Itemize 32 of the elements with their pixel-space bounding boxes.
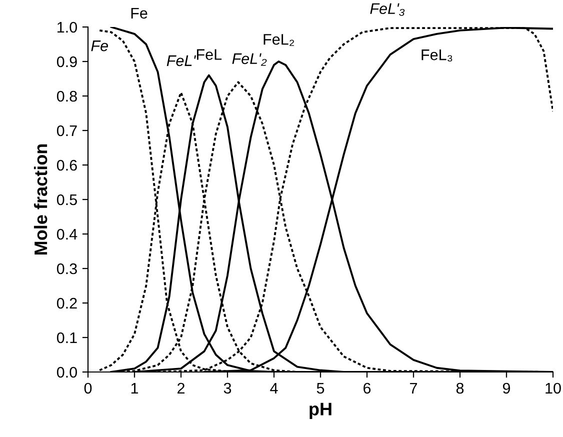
y-tick-label: 0.5 <box>56 194 77 206</box>
y-tick-label: 0.1 <box>56 332 77 344</box>
x-tick-label: 3 <box>224 382 232 394</box>
annotation: FeL₂ <box>264 34 294 46</box>
x-axis-title: pH <box>310 402 332 420</box>
y-tick-label: 0.8 <box>56 90 77 102</box>
x-tick-label: 5 <box>316 382 324 394</box>
annotation: FeL'₂ <box>232 53 267 66</box>
y-tick-label: 0.2 <box>56 298 77 309</box>
annotation: FeL'₃ <box>370 3 405 16</box>
y-tick-label: 0.9 <box>56 56 77 68</box>
y-tick-label: 0.7 <box>56 125 77 136</box>
annotation: Fe <box>131 8 148 19</box>
x-tick-label: 10 <box>546 382 561 394</box>
y-tick-label: 0.0 <box>56 366 77 378</box>
annotation: FeL' <box>166 55 196 66</box>
x-tick-label: 4 <box>270 382 278 394</box>
x-tick-label: 7 <box>410 382 417 394</box>
x-tick-label: 9 <box>502 382 510 394</box>
y-tick-label: 0.4 <box>56 228 78 240</box>
y-tick-label: 0.3 <box>56 263 77 274</box>
x-tick-label: 6 <box>364 382 371 394</box>
x-tick-label: 8 <box>456 382 464 394</box>
y-tick-label: 0.6 <box>56 160 77 171</box>
x-tick-label: 2 <box>178 382 184 394</box>
annotation: FeL <box>196 49 222 60</box>
y-tick-label: 1.0 <box>58 22 77 33</box>
x-tick-label: 0 <box>84 382 92 394</box>
y-axis-title: Mole fraction <box>34 144 48 254</box>
x-tick-label: 1 <box>131 382 138 394</box>
annotation: FeL₃ <box>422 50 452 62</box>
annotation: Fe <box>91 40 108 52</box>
